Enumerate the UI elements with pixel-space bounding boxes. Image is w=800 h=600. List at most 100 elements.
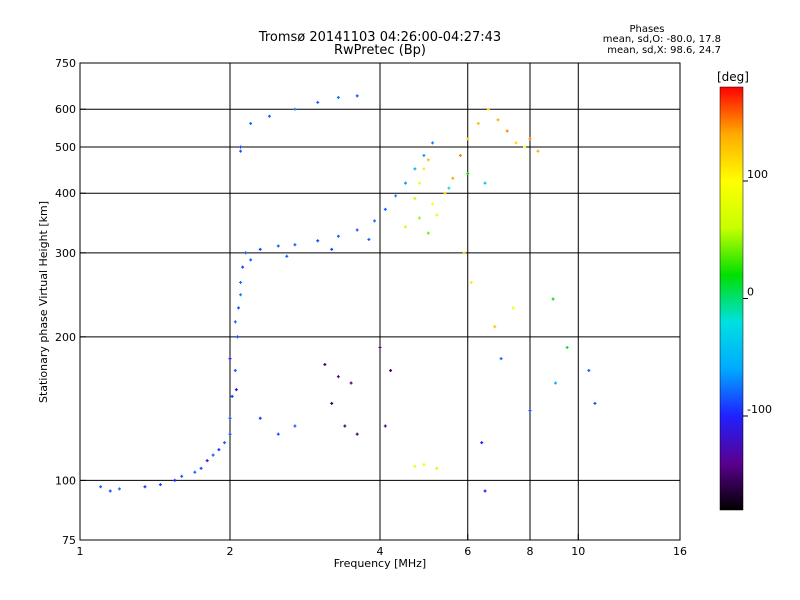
data-point [528, 137, 532, 141]
data-point [276, 244, 280, 248]
data-point [435, 213, 439, 217]
chart-subtitle: RwPretec (Bp) [334, 43, 426, 58]
y-tick-label: 600 [55, 103, 76, 116]
data-point [228, 357, 232, 361]
data-point [378, 345, 382, 349]
data-point [431, 141, 435, 145]
data-point [493, 325, 497, 329]
data-point [403, 181, 407, 185]
x-tick-label: 4 [377, 545, 384, 558]
data-point [349, 381, 353, 385]
data-point [180, 474, 184, 478]
colorbar [719, 86, 744, 511]
data-point [193, 470, 197, 474]
data-point [403, 225, 407, 229]
data-point [323, 362, 327, 366]
data-point [422, 153, 426, 157]
data-point [249, 258, 253, 262]
y-axis-ticks: 75 100 200 300 400 500 600 750 [55, 57, 86, 547]
data-point [505, 129, 509, 133]
data-point [233, 320, 237, 324]
data-point [466, 137, 470, 141]
x-tick-label: 16 [673, 545, 687, 558]
data-point [276, 432, 280, 436]
data-point [234, 388, 238, 392]
data-point [249, 122, 253, 126]
x-axis-label: Frequency [MHz] [334, 557, 426, 570]
data-point [466, 171, 470, 175]
data-point [587, 368, 591, 372]
data-point [343, 424, 347, 428]
colorbar-tick-label: 0 [747, 286, 754, 299]
data-point [458, 153, 462, 157]
data-point [523, 145, 527, 149]
data-point [99, 485, 103, 489]
data-point [373, 219, 377, 223]
data-point [417, 216, 421, 220]
colorbar-label: [deg] [717, 70, 749, 84]
data-point [355, 94, 359, 98]
stats-heading: Phases [629, 24, 664, 35]
data-point [336, 234, 340, 238]
data-point [211, 453, 215, 457]
data-point [217, 448, 221, 452]
data-point [511, 306, 515, 310]
data-point [244, 251, 248, 255]
data-point [426, 231, 430, 235]
x-tick-label: 1 [77, 545, 84, 558]
y-axis-label: Stationary phase Virtual Height [km] [37, 201, 50, 403]
data-point [413, 464, 417, 468]
x-tick-label: 2 [227, 545, 234, 558]
stats-line-x: mean, sd,X: 98.6, 24.7 [607, 45, 721, 56]
data-point [483, 489, 487, 493]
data-point [267, 114, 271, 118]
data-point [239, 280, 243, 284]
data-point [228, 432, 232, 436]
data-point [413, 196, 417, 200]
data-point [443, 191, 447, 195]
data-point [355, 228, 359, 232]
data-point [413, 167, 417, 171]
data-point [173, 478, 177, 482]
data-point [496, 118, 500, 122]
data-point [230, 394, 234, 398]
y-tick-label: 400 [55, 187, 76, 200]
data-point [241, 265, 245, 269]
y-tick-label: 750 [55, 57, 76, 70]
data-point [514, 141, 518, 145]
data-point [228, 416, 232, 420]
data-point [293, 243, 297, 247]
data-point [367, 237, 371, 241]
data-point [469, 280, 473, 284]
data-point [389, 368, 393, 372]
data-point [383, 207, 387, 211]
data-point [451, 176, 455, 180]
colorbar-ticks: 100 0 -100 [743, 168, 772, 417]
data-point [435, 466, 439, 470]
data-point [330, 247, 334, 251]
data-point [336, 375, 340, 379]
data-point [528, 409, 532, 413]
data-point [422, 167, 426, 171]
data-point [499, 357, 503, 361]
data-point [422, 462, 426, 466]
colorbar-tick-label: -100 [747, 403, 772, 416]
data-point [239, 145, 243, 149]
data-point [383, 424, 387, 428]
data-point [235, 335, 239, 339]
data-point [239, 149, 243, 153]
data-point [431, 202, 435, 206]
data-point [233, 368, 237, 372]
data-point [394, 194, 398, 198]
data-point [285, 254, 289, 258]
data-point [426, 158, 430, 162]
data-point [205, 459, 209, 463]
stats-line-o: mean, sd,O: -80.0, 17.8 [603, 34, 721, 45]
data-point [158, 483, 162, 487]
data-point [199, 466, 203, 470]
x-tick-label: 10 [571, 545, 585, 558]
data-point [462, 251, 466, 255]
data-point [476, 122, 480, 126]
y-tick-label: 75 [62, 534, 76, 547]
x-tick-label: 6 [464, 545, 471, 558]
